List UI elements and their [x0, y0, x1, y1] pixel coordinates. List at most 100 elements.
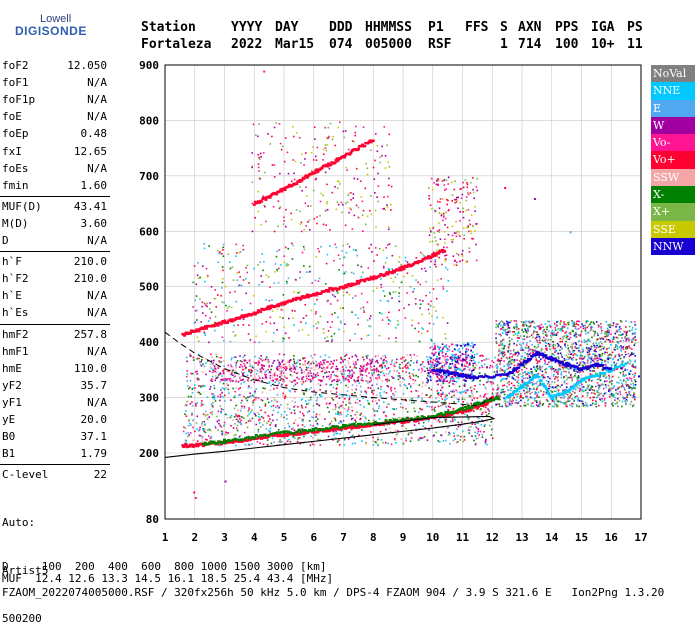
echo-point	[323, 376, 325, 378]
echo-point	[319, 365, 321, 367]
echo-point	[602, 401, 604, 403]
echo-point	[618, 342, 620, 344]
echo-point	[438, 348, 440, 350]
echo-point	[331, 341, 333, 343]
echo-point	[296, 132, 298, 134]
echo-point	[560, 338, 562, 340]
echo-point	[462, 391, 464, 393]
echo-point	[399, 375, 401, 377]
echo-point	[462, 182, 464, 184]
echo-point	[283, 354, 285, 356]
echo-point	[280, 416, 282, 418]
echo-point	[607, 359, 609, 361]
echo-point	[249, 392, 251, 394]
echo-point	[338, 422, 340, 424]
echo-point	[257, 441, 259, 443]
echo-point	[501, 341, 503, 343]
echo-point	[441, 366, 443, 368]
echo-point	[202, 312, 204, 314]
echo-point	[457, 369, 459, 371]
echo-point	[199, 360, 201, 362]
echo-point	[391, 297, 393, 299]
echo-point	[395, 291, 397, 293]
echo-point	[272, 438, 274, 440]
echo-point	[261, 364, 263, 366]
echo-point	[440, 278, 442, 280]
echo-point	[388, 312, 390, 314]
echo-point	[386, 257, 388, 259]
echo-point	[261, 381, 263, 383]
echo-point	[442, 343, 444, 345]
echo-point	[313, 443, 315, 445]
echo-point	[430, 370, 432, 372]
echo-point	[195, 310, 197, 312]
echo-point	[260, 156, 262, 158]
echo-point	[354, 392, 356, 394]
echo-point	[250, 375, 252, 377]
echo-point	[415, 279, 417, 281]
echo-point	[474, 367, 476, 369]
echo-point	[450, 421, 452, 423]
echo-point	[497, 392, 499, 394]
echo-point	[222, 249, 224, 251]
echo-point	[417, 376, 419, 378]
echo-point	[359, 400, 361, 402]
echo-point	[602, 395, 604, 397]
echo-point	[464, 364, 466, 366]
echo-point	[215, 354, 217, 356]
echo-point	[345, 271, 347, 273]
echo-point	[533, 326, 535, 328]
echo-point	[277, 375, 279, 377]
echo-point	[391, 186, 393, 188]
echo-point	[380, 431, 382, 433]
echo-point	[515, 399, 517, 401]
echo-point	[433, 182, 435, 184]
echo-point	[325, 341, 327, 343]
echo-point	[550, 368, 552, 370]
echo-point	[513, 378, 515, 380]
echo-point	[624, 375, 626, 377]
echo-point	[217, 250, 219, 252]
echo-point	[552, 330, 554, 332]
echo-point	[619, 400, 621, 402]
echo-point	[579, 358, 581, 360]
echo-point	[388, 133, 390, 135]
echo-point	[616, 403, 618, 405]
echo-point	[567, 394, 569, 396]
echo-point	[635, 384, 637, 386]
echo-point	[196, 370, 198, 372]
echo-point	[380, 371, 382, 373]
echo-point	[345, 378, 347, 380]
echo-point	[537, 363, 539, 365]
echo-point	[620, 372, 622, 374]
echo-point	[209, 317, 211, 319]
echo-point	[579, 385, 581, 387]
echo-point	[355, 314, 357, 316]
echo-point	[274, 360, 276, 362]
echo-point	[532, 352, 534, 354]
echo-point	[563, 377, 565, 379]
echo-point	[278, 429, 280, 431]
echo-point	[193, 322, 195, 324]
echo-point	[429, 313, 431, 315]
echo-point	[314, 369, 316, 371]
echo-point	[528, 375, 530, 377]
echo-point	[306, 195, 308, 197]
echo-point	[213, 370, 215, 372]
echo-point	[196, 319, 198, 321]
echo-point	[631, 341, 633, 343]
echo-point	[405, 317, 407, 319]
echo-point	[344, 364, 346, 366]
echo-point	[411, 391, 413, 393]
echo-point	[635, 366, 637, 368]
echo-point	[335, 247, 337, 249]
echo-point	[337, 292, 339, 294]
echo-point	[206, 303, 208, 305]
echo-point	[303, 436, 305, 438]
echo-point	[575, 368, 577, 370]
echo-point	[471, 214, 473, 216]
echo-point	[434, 232, 436, 234]
echo-point	[274, 372, 276, 374]
echo-point	[306, 271, 308, 273]
echo-point	[499, 360, 501, 362]
